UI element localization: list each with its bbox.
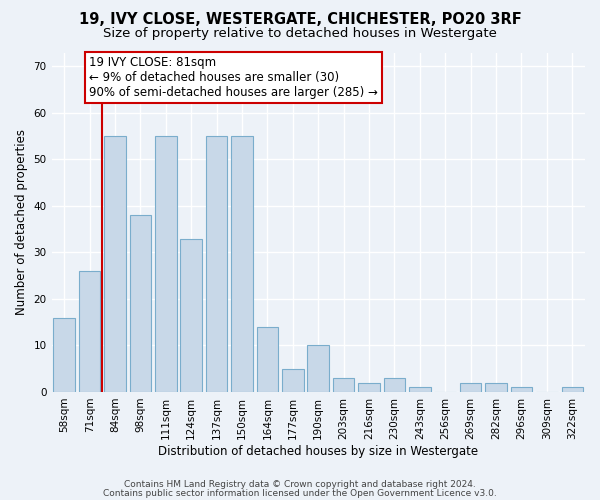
Bar bbox=[257, 327, 278, 392]
X-axis label: Distribution of detached houses by size in Westergate: Distribution of detached houses by size … bbox=[158, 444, 478, 458]
Bar bbox=[53, 318, 75, 392]
Bar bbox=[79, 271, 100, 392]
Text: 19 IVY CLOSE: 81sqm
← 9% of detached houses are smaller (30)
90% of semi-detache: 19 IVY CLOSE: 81sqm ← 9% of detached hou… bbox=[89, 56, 378, 99]
Bar bbox=[307, 346, 329, 392]
Y-axis label: Number of detached properties: Number of detached properties bbox=[15, 129, 28, 315]
Text: Size of property relative to detached houses in Westergate: Size of property relative to detached ho… bbox=[103, 28, 497, 40]
Bar bbox=[383, 378, 405, 392]
Bar bbox=[333, 378, 355, 392]
Text: 19, IVY CLOSE, WESTERGATE, CHICHESTER, PO20 3RF: 19, IVY CLOSE, WESTERGATE, CHICHESTER, P… bbox=[79, 12, 521, 28]
Bar bbox=[181, 238, 202, 392]
Bar bbox=[206, 136, 227, 392]
Bar bbox=[485, 382, 507, 392]
Text: Contains HM Land Registry data © Crown copyright and database right 2024.: Contains HM Land Registry data © Crown c… bbox=[124, 480, 476, 489]
Bar bbox=[562, 388, 583, 392]
Bar bbox=[460, 382, 481, 392]
Bar bbox=[155, 136, 176, 392]
Bar bbox=[409, 388, 431, 392]
Bar bbox=[130, 216, 151, 392]
Text: Contains public sector information licensed under the Open Government Licence v3: Contains public sector information licen… bbox=[103, 488, 497, 498]
Bar bbox=[231, 136, 253, 392]
Bar bbox=[511, 388, 532, 392]
Bar bbox=[104, 136, 126, 392]
Bar bbox=[358, 382, 380, 392]
Bar bbox=[282, 368, 304, 392]
